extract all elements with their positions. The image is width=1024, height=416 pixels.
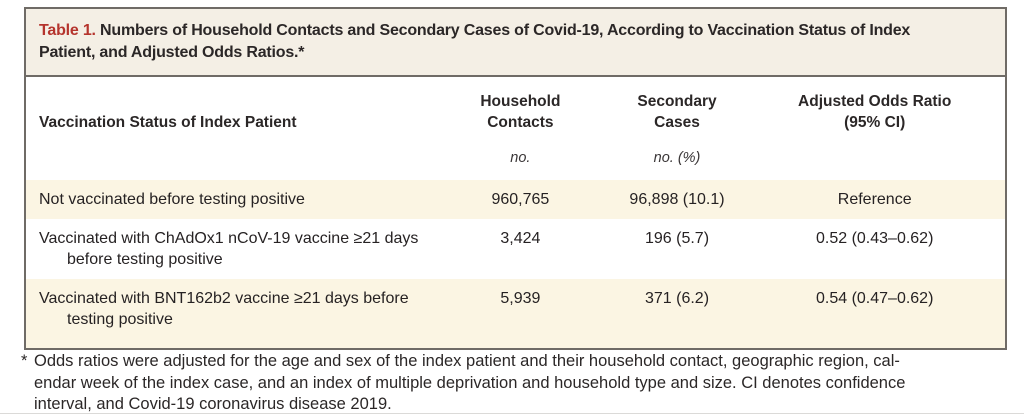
row-label: Vaccinated with ChAdOx1 nCoV-19 vaccine … xyxy=(39,230,419,268)
table-body: Vaccination Status of Index Patient Hous… xyxy=(26,77,1005,348)
table-row-chadox1: Vaccinated with ChAdOx1 nCoV-19 vaccine … xyxy=(26,219,1005,279)
column-header-household-contacts: Household Contacts xyxy=(480,93,561,131)
cell-secondary-cases: 196 (5.7) xyxy=(644,230,710,247)
cell-secondary-cases: 371 (6.2) xyxy=(644,290,710,307)
table-row-bnt162b2: Vaccinated with BNT162b2 vaccine ≥21 day… xyxy=(26,279,1005,348)
cell-household-contacts: 5,939 xyxy=(500,290,541,307)
cell-household-contacts: 960,765 xyxy=(491,191,550,208)
unit-header-row: no. no. (%) xyxy=(26,148,1005,180)
cell-secondary-cases: 96,898 (10.1) xyxy=(629,191,725,208)
table-title-text1: Numbers of Household Contacts and Second… xyxy=(100,22,911,39)
cell-odds-ratio: 0.54 (0.47–0.62) xyxy=(815,290,934,307)
unit-household-contacts: no. xyxy=(510,150,531,166)
table-card: Table 1. Numbers of Household Contacts a… xyxy=(24,7,1007,350)
column-header-vaccination-status: Vaccination Status of Index Patient xyxy=(39,114,297,131)
footnote-asterisk: * xyxy=(21,352,28,370)
table-number-label: Table 1. xyxy=(39,22,96,39)
table-title-line1: Table 1. Numbers of Household Contacts a… xyxy=(39,20,991,42)
row-label: Vaccinated with BNT162b2 vaccine ≥21 day… xyxy=(39,290,409,328)
table-row-not-vaccinated: Not vaccinated before testing positive 9… xyxy=(26,180,1005,219)
table-title-line2: Patient, and Adjusted Odds Ratios.* xyxy=(39,44,305,61)
cell-household-contacts: 3,424 xyxy=(500,230,541,247)
table-footnote: * Odds ratios were adjusted for the age … xyxy=(21,351,1019,416)
unit-secondary-cases: no. (%) xyxy=(653,150,701,166)
row-label: Not vaccinated before testing positive xyxy=(39,191,305,208)
column-header-secondary-cases: Secondary Cases xyxy=(637,93,717,131)
cell-odds-ratio: Reference xyxy=(837,191,912,208)
footnote-text: Odds ratios were adjusted for the age an… xyxy=(34,352,906,413)
cell-odds-ratio: 0.52 (0.43–0.62) xyxy=(815,230,934,247)
column-header-row: Vaccination Status of Index Patient Hous… xyxy=(26,77,1005,133)
table-title: Table 1. Numbers of Household Contacts a… xyxy=(26,9,1005,77)
column-header-adjusted-odds-ratio: Adjusted Odds Ratio (95% CI) xyxy=(798,93,952,131)
